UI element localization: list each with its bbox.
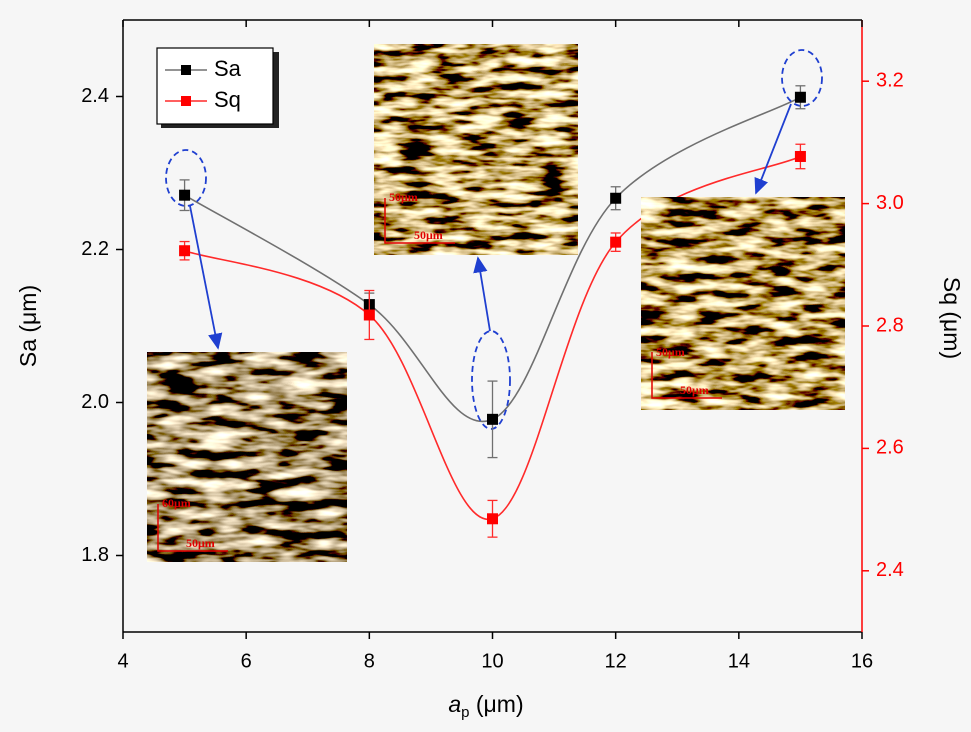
inset-label: 50μm [186,536,215,550]
y2-tick-label: 3.0 [876,192,904,214]
inset-label: 50μm [656,345,685,359]
point [487,413,498,425]
point [487,513,498,525]
inset-image [641,197,845,410]
inset-label: 50μm [680,383,709,397]
y-tick-label: 2.2 [81,238,109,260]
y-axis-title: Sa (μm) [15,285,41,367]
point [363,309,375,321]
x-tick-label: 10 [481,650,503,672]
legend-label: Sa [214,56,242,81]
y-tick-label: 1.8 [81,544,109,566]
inset-label: 50μm [414,228,443,242]
point [610,192,622,204]
inset-label: 50μm [389,190,418,204]
inset-image [374,44,578,255]
legend-label: Sq [214,87,241,112]
highlight-ellipse [165,149,207,207]
legend-marker [181,96,191,106]
scale-bar [651,352,722,399]
x-axis-title-part: a [448,691,461,717]
arrow [473,256,491,332]
overlay: Sa Sq [156,47,806,538]
x-axis-title-part: (μm) [470,691,524,717]
y2-tick-label: 2.6 [876,437,904,459]
scale-bar [157,504,228,552]
y-tick-label: 2.4 [81,85,109,107]
x-tick-label: 8 [364,650,375,672]
inset-image [147,352,347,562]
x-tick-label: 16 [851,650,873,672]
point [794,150,806,162]
point [179,189,191,201]
insets: 60μm 50μm 50μm 50μm 50μm 50μm [147,44,845,562]
point [610,236,622,248]
y2-axis-title: Sq (μm) [939,277,965,359]
callouts [165,49,823,430]
highlight-ellipse [781,49,823,107]
arrow [754,103,792,195]
y2-tick-label: 2.4 [876,559,904,581]
point [794,91,806,103]
x-tick-label: 4 [117,650,128,672]
legend-box [156,47,274,125]
x-axis-title: ap (μm) [448,691,523,721]
x-axis-title-part: p [461,704,469,721]
x-tick-label: 14 [728,650,750,672]
arrow [189,205,223,350]
y-tick-label: 2.0 [81,391,109,413]
x-tick-label: 6 [241,650,252,672]
legend-marker [181,65,191,75]
point [179,245,191,257]
scale-bar [384,198,455,244]
inset-label: 60μm [162,496,191,510]
y2-tick-label: 2.8 [876,314,904,336]
x-tick-label: 12 [605,650,627,672]
y2-tick-label: 3.2 [876,69,904,91]
highlight-ellipse [471,330,511,430]
